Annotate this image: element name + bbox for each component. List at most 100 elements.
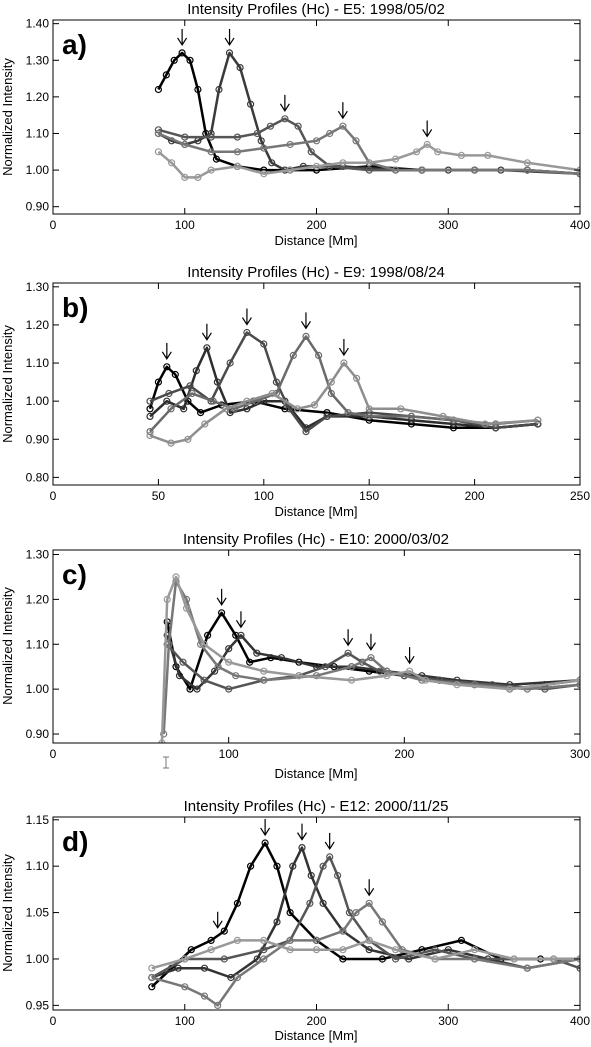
panel-d-y-ticks: 0.95 1.00 1.05 1.10 1.15: [26, 813, 580, 1012]
panel-b-x-tick-label: 50: [152, 489, 166, 503]
panel-c-series-2-point: [193, 685, 201, 693]
panel-a-series-4-point: [418, 166, 426, 174]
panel-d-x-tick-label: 100: [175, 1014, 195, 1028]
panel-a-series-4-line: [157, 124, 580, 175]
panel-c-series-4-point: [383, 667, 391, 675]
panel-d-series-5-point: [510, 955, 518, 963]
panel-b-series-5-point: [146, 431, 154, 440]
panel-a-series-4-point: [523, 166, 531, 174]
panel-c-series-4-point: [348, 663, 356, 671]
panel-b-series-5-point: [201, 420, 209, 428]
panel-c-series-3-point: [344, 649, 352, 657]
panel-d-peak-arrows: [212, 818, 375, 929]
panel-a-frame: [52, 19, 581, 215]
panel-d-series-5-point: [549, 955, 558, 963]
panel-a-series-1-point: [186, 56, 194, 64]
panel-c-series-3-point: [200, 676, 208, 684]
panel-a-series-1-point: [170, 56, 178, 64]
panel-b-lines: [146, 328, 542, 447]
panel-d-y-tick-label: 1.15: [26, 813, 50, 827]
panel-c-y-label: Normalized Intensity: [0, 587, 15, 705]
panel-a-series-5-point: [339, 159, 347, 167]
panel-c-series-5-point: [406, 667, 414, 675]
panel-c-series-5-point: [453, 681, 461, 689]
panel-b-series-3-point: [243, 328, 251, 337]
panel-a-series-1-markers: [154, 49, 580, 178]
panel-c-series-5-point: [421, 676, 429, 684]
panel-a-y-ticks: 0.90 1.00 1.10 1.20 1.30 1.40: [26, 17, 580, 214]
panel-a-series-5-point: [181, 173, 189, 181]
panel-a-x-tick-label: 400: [570, 218, 590, 232]
panel-c-series-2-point: [253, 649, 261, 657]
panel-c-frame: [52, 549, 581, 744]
panel-a-series-2-line: [157, 51, 580, 175]
panel-d-series-4-point: [523, 964, 531, 972]
panel-d-series-1-point: [273, 862, 281, 870]
panel-d-series-5-point: [233, 936, 241, 945]
panel-b-series-3-point: [272, 378, 280, 386]
panel-d-series-5-point: [365, 936, 373, 945]
panel-a-x-tick-label: 300: [438, 218, 458, 232]
panel-d-series-4-point: [339, 927, 347, 935]
panel-a-series-4-point: [352, 137, 360, 145]
panel-a-x-label: Distance [Mm]: [274, 233, 357, 248]
panel-b-series-1-point: [197, 409, 205, 417]
panel-a-series-3-point: [253, 129, 261, 138]
panel-d-series-2-point: [319, 899, 327, 907]
panel-a-series-5-point: [168, 159, 176, 167]
panel-b-title: Intensity Profiles (Hc) - E9: 1998/08/24: [187, 264, 445, 281]
panel-b-peak-arrow: [161, 342, 172, 360]
panel-c-peak-arrow: [235, 611, 246, 629]
panel-b-y-tick-label: 1.00: [26, 394, 50, 408]
panel-d-series-2-point: [200, 964, 209, 972]
panel-c-series-5-point: [506, 685, 514, 693]
panel-a-series-3-point: [294, 122, 302, 130]
panel-d-series-1-point: [339, 955, 347, 963]
panel-b-y-tick-label: 1.20: [26, 318, 50, 332]
panel-d-series-4-point: [181, 983, 189, 991]
panel-d-series-5-point: [339, 946, 347, 954]
panel-a-series-1-point: [178, 49, 186, 57]
panel-b-series-4-point: [209, 397, 217, 405]
panel-d-series-4-point: [471, 955, 479, 963]
panel-b-y-tick-label: 0.80: [26, 470, 50, 484]
panel-d-series-1-point: [220, 927, 228, 935]
panel-b-letter: b): [62, 292, 88, 323]
panel-c-x-tick-label: 100: [219, 747, 239, 761]
panel-d-series-5-point: [286, 946, 294, 954]
panel-d-y-label: Normalized Intensity: [0, 854, 15, 972]
panel-b-series-2-markers: [146, 344, 542, 432]
panel-d-series-3-point: [260, 946, 268, 954]
panel-a-series-1-point: [212, 155, 220, 163]
panel-a-series-4-point: [207, 148, 215, 156]
panel-b-series-3-point: [165, 389, 173, 398]
panel-c-series-4-point: [260, 676, 268, 684]
panel-c-series-4-point: [160, 730, 168, 738]
panel-c-series-5-point: [383, 672, 391, 680]
panel-a-x-ticks: 0 100 200 300 400: [50, 20, 590, 232]
panel-c-peak-arrow: [343, 629, 354, 647]
panel-a-series-5-point: [392, 155, 400, 163]
panel-d-x-label: Distance [Mm]: [274, 1028, 357, 1043]
panel-a-series-4-point: [233, 148, 241, 156]
panel-c: Intensity Profiles (Hc) - E10: 2000/03/0…: [0, 531, 590, 781]
panel-c-series-2-point: [175, 672, 184, 680]
panel-b-y-label: Normalized Intensity: [0, 325, 15, 443]
panel-d-y-tick-label: 1.10: [26, 859, 50, 873]
panel-a-title: Intensity Profiles (Hc) - E5: 1998/05/02: [187, 1, 445, 18]
panel-a-series-5-point: [523, 159, 531, 167]
panel-c-y-tick-label: 1.20: [26, 592, 50, 606]
panel-d-y-tick-label: 0.95: [26, 998, 50, 1012]
panel-c-series-5-point: [348, 676, 356, 684]
panel-d-series-2-point: [307, 871, 315, 880]
panel-b-series-4-point: [315, 351, 323, 359]
panel-b: Intensity Profiles (Hc) - E9: 1998/08/24…: [0, 264, 590, 519]
panel-b-x-ticks: 0 50 100 150 200 250: [50, 283, 590, 503]
panel-b-peak-arrow: [201, 323, 212, 341]
panel-d-series-4-point: [260, 955, 268, 963]
panel-d-title: Intensity Profiles (Hc) - E12: 2000/11/2…: [184, 798, 449, 815]
panel-d-series-4-line: [151, 902, 580, 1007]
panel-d-series-4-point: [378, 918, 386, 926]
panel-c-series-4-point: [576, 681, 580, 689]
